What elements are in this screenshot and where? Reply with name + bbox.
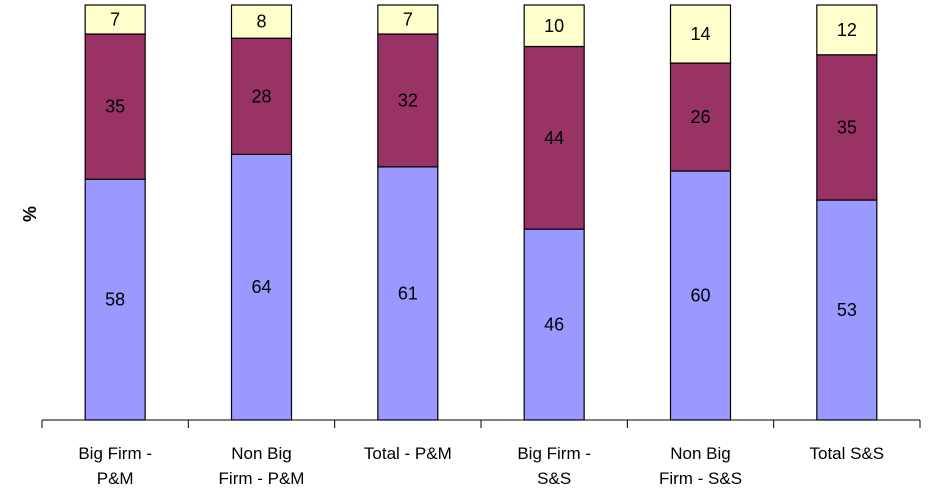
- bar-segment: [230, 4, 293, 39]
- x-tick-label-line: Non Big: [231, 444, 291, 463]
- x-tick-label-line: S&S: [537, 469, 571, 488]
- x-tick-label: Non Big Firm - S&S: [659, 444, 742, 488]
- data-label: 58: [105, 290, 125, 310]
- bar-segment: [669, 170, 732, 421]
- x-tick-label-line: Total - P&M: [364, 444, 452, 463]
- data-label: 60: [690, 286, 710, 306]
- data-label: 14: [690, 24, 710, 44]
- x-tick-label-line: Big Firm -: [78, 444, 152, 463]
- data-label: 8: [256, 12, 266, 32]
- data-label: 12: [837, 20, 857, 40]
- data-label: 44: [544, 128, 564, 148]
- x-tick-label: Total - P&M: [364, 444, 452, 463]
- bar-segment: [84, 178, 146, 421]
- x-tick-label: Big Firm - S&S: [517, 444, 591, 488]
- bar-segment: [230, 153, 293, 421]
- data-label: 28: [251, 86, 271, 106]
- y-axis-title: %: [20, 206, 40, 222]
- bar-segment: [816, 4, 878, 56]
- bar-segment: [84, 4, 146, 35]
- bar-segment: [669, 4, 732, 64]
- x-tick-label-line: Firm - P&M: [219, 469, 305, 488]
- x-tick-label: Total S&S: [810, 444, 885, 463]
- bar-segment: [523, 4, 585, 48]
- bar-segment: [377, 33, 439, 168]
- data-label: 26: [690, 107, 710, 127]
- bar-segment: [816, 54, 878, 201]
- data-label: 35: [837, 117, 857, 137]
- data-label: 7: [110, 10, 120, 30]
- data-label: 46: [544, 315, 564, 335]
- x-tick-label-line: Big Firm -: [517, 444, 591, 463]
- x-tick-label: Non Big Firm - P&M: [219, 444, 305, 488]
- x-tick-label-line: Non Big: [670, 444, 730, 463]
- bar-segment: [230, 37, 293, 155]
- data-label: 53: [837, 300, 857, 320]
- bar-segment: [523, 45, 585, 230]
- bar-segment: [377, 4, 439, 35]
- data-label: 35: [105, 97, 125, 117]
- bar-segment: [84, 33, 146, 180]
- data-label: 32: [398, 90, 418, 110]
- x-tick-label-line: Firm - S&S: [659, 469, 742, 488]
- data-label: 64: [251, 277, 271, 297]
- data-label: 10: [544, 16, 564, 36]
- plot-area: 58 35 7 Big Firm - P&M 64 28 8 Non Big Firm - P&M…: [41, 4, 921, 488]
- x-tick-label-line: P&M: [97, 469, 134, 488]
- data-label: 61: [398, 283, 418, 303]
- data-label: 7: [403, 10, 413, 30]
- x-tick-label: Big Firm - P&M: [78, 444, 152, 488]
- x-tick-label-line: Total S&S: [810, 444, 885, 463]
- bar-segment: [523, 228, 585, 421]
